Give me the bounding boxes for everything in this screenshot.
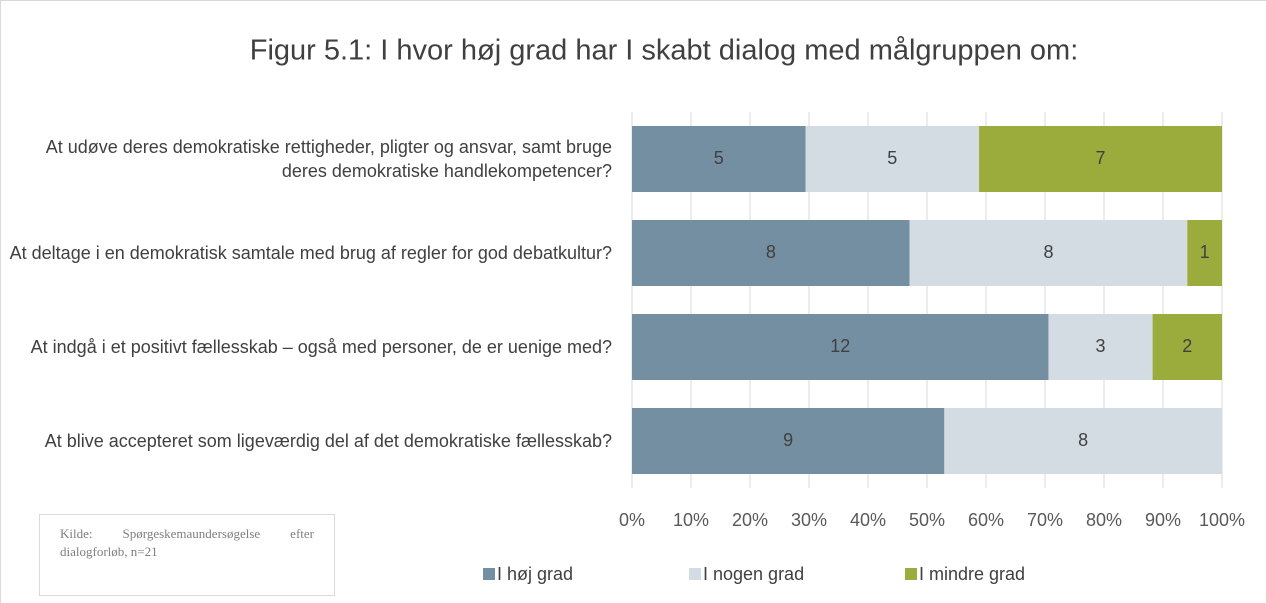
legend-swatch	[905, 568, 917, 580]
data-label: 7	[1096, 148, 1106, 168]
bar-segment	[979, 126, 1222, 192]
x-tick-label: 100%	[1199, 510, 1245, 530]
x-tick-label: 80%	[1086, 510, 1122, 530]
x-tick-label: 50%	[909, 510, 945, 530]
bar-segment	[1048, 314, 1153, 380]
x-tick-label: 90%	[1145, 510, 1181, 530]
legend-label: I nogen grad	[703, 564, 804, 584]
x-tick-label: 40%	[850, 510, 886, 530]
x-tick-label: 60%	[968, 510, 1004, 530]
x-tick-label: 30%	[791, 510, 827, 530]
bar-segment	[632, 126, 806, 192]
bar-segment	[1187, 220, 1222, 286]
data-label: 1	[1200, 242, 1210, 262]
category-label: At udøve deres demokratiske rettigheder,…	[45, 137, 612, 181]
bar-segment	[944, 408, 1222, 474]
legend-label: I høj grad	[497, 564, 573, 584]
data-label: 2	[1182, 336, 1192, 356]
bar-segment	[1152, 314, 1222, 380]
data-label: 8	[1078, 430, 1088, 450]
chart-title: Figur 5.1: I hvor høj grad har I skabt d…	[250, 35, 1079, 67]
x-tick-label: 0%	[619, 510, 645, 530]
bar-segment	[632, 220, 910, 286]
category-label: At indgå i et positivt fællesskab – også…	[30, 337, 612, 357]
data-label: 8	[766, 242, 776, 262]
bar-segment	[805, 126, 980, 192]
bar-segment	[632, 408, 945, 474]
data-label: 3	[1096, 336, 1106, 356]
category-label: At deltage i en demokratisk samtale med …	[9, 243, 612, 263]
data-label: 8	[1043, 242, 1053, 262]
bar-segment	[632, 314, 1049, 380]
source-note: Kilde: Spørgeskemaundersøgelse efter dia…	[39, 514, 335, 596]
category-label: At blive accepteret som ligeværdig del a…	[44, 431, 612, 451]
legend-swatch	[689, 568, 701, 580]
data-label: 12	[830, 336, 850, 356]
x-tick-label: 70%	[1027, 510, 1063, 530]
x-tick-label: 20%	[732, 510, 768, 530]
legend-swatch	[483, 568, 495, 580]
data-label: 5	[887, 148, 897, 168]
data-label: 5	[714, 148, 724, 168]
bar-segment	[909, 220, 1188, 286]
data-label: 9	[783, 430, 793, 450]
x-tick-label: 10%	[673, 510, 709, 530]
legend-label: I mindre grad	[919, 564, 1025, 584]
